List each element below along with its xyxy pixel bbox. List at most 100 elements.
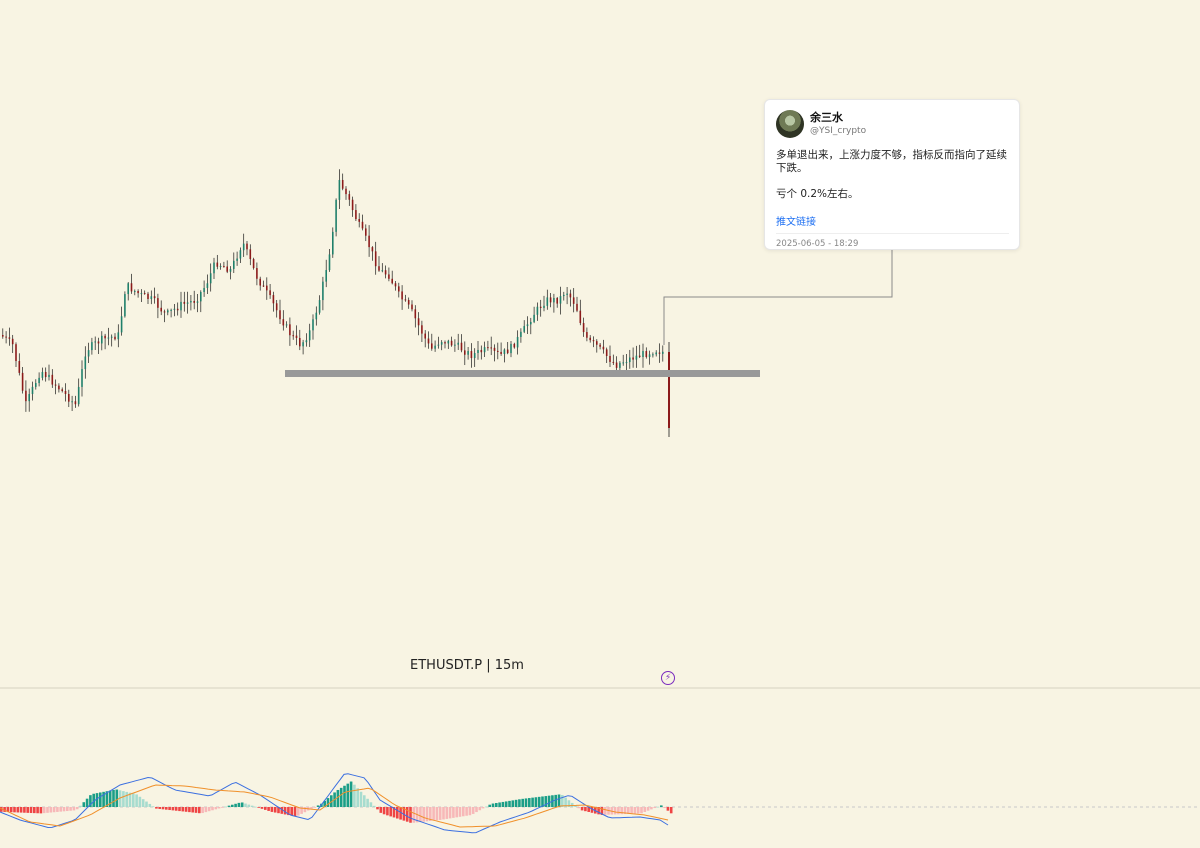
macd-bar [300, 807, 303, 814]
macd-bar [405, 807, 409, 822]
candle-body [203, 287, 205, 293]
candle-body [252, 259, 255, 269]
candle-body [398, 286, 400, 292]
candle-body [384, 270, 387, 275]
tweet-link[interactable]: 推文链接 [776, 217, 816, 228]
macd-bar [488, 804, 491, 807]
macd-bar [270, 807, 274, 812]
candle-body [437, 344, 440, 346]
candle-body [635, 355, 638, 360]
candle-body [147, 293, 149, 299]
macd-bar [425, 807, 429, 822]
macd-bar [122, 791, 125, 807]
candle-body [434, 345, 436, 349]
macd-bar [316, 805, 320, 807]
candle-body [470, 351, 473, 359]
macd-bar [617, 807, 620, 815]
candle-body [236, 258, 238, 261]
candle-body [25, 390, 27, 402]
macd-bar [508, 800, 511, 807]
candle-body [292, 335, 294, 337]
macd-bar [224, 806, 227, 808]
macd-bar [66, 807, 69, 812]
macd-bar [501, 801, 505, 807]
macd-bar [260, 807, 264, 809]
candle-body [559, 296, 562, 304]
macd-bar [636, 807, 640, 814]
macd-bar [419, 807, 422, 823]
macd-bar [349, 781, 353, 807]
candle-body [219, 265, 222, 267]
candle-body [282, 319, 285, 326]
candle-body [183, 301, 186, 304]
candle-body [110, 336, 113, 338]
macd-bar [346, 783, 350, 807]
candle-body [173, 308, 176, 310]
macd-bar [204, 807, 208, 813]
macd-bar [481, 807, 485, 809]
candle-body [351, 199, 354, 211]
macd-bar [531, 797, 534, 807]
macd-bar [386, 807, 389, 816]
candle-body [216, 262, 219, 267]
candle-body [365, 228, 367, 236]
candle-body [338, 179, 341, 200]
macd-bar [293, 807, 297, 817]
callout-connector [663, 250, 893, 345]
chart-title: ETHUSDT.P | 15m [410, 658, 524, 673]
macd-bar [372, 805, 376, 807]
macd-bar [49, 807, 53, 813]
candle-body [91, 342, 93, 351]
macd-bar [168, 807, 171, 811]
macd-bar [485, 806, 488, 808]
candle-body [5, 336, 7, 338]
bolt-icon[interactable]: ⚡ [661, 671, 675, 685]
candle-body [150, 296, 153, 299]
macd-bar [264, 807, 267, 810]
candle-body [266, 285, 268, 291]
candle-body [553, 297, 555, 303]
macd-bar [280, 807, 284, 814]
macd-bar [590, 807, 594, 813]
macd-bar [198, 807, 201, 814]
macd-bar [392, 807, 396, 818]
candle-body [87, 350, 90, 357]
candle-body [259, 278, 261, 286]
candle-body [68, 393, 70, 402]
macd-bar [643, 807, 647, 812]
candle-body [586, 332, 588, 338]
macd-bar [339, 787, 343, 807]
macd-bar [82, 802, 86, 807]
candle-body [619, 362, 621, 368]
macd-bar [495, 803, 498, 807]
macd-bar [214, 807, 218, 810]
macd-bar [524, 798, 528, 807]
candle-body [648, 354, 651, 358]
macd-bar [547, 795, 551, 807]
macd-bar [188, 807, 191, 813]
candle-body [332, 231, 334, 255]
macd-bar [537, 796, 541, 807]
macd-bar [627, 807, 630, 814]
macd-bar [409, 807, 412, 823]
candle-body [378, 266, 380, 271]
candle-body [196, 301, 199, 303]
candle-body [563, 294, 565, 297]
candle-body [322, 281, 324, 301]
macd-bar [557, 794, 561, 807]
macd-bar [600, 807, 604, 815]
macd-bar [471, 807, 475, 814]
candle-body [394, 283, 397, 287]
macd-bar [244, 803, 247, 807]
candle-body [223, 265, 225, 267]
macd-bar [118, 790, 122, 807]
candle-body [48, 374, 50, 378]
candle-body [450, 340, 453, 346]
candle-body [81, 369, 83, 387]
candle-body [536, 306, 539, 315]
candle-body [358, 219, 360, 222]
macd-bar [201, 807, 204, 814]
candle-body [38, 377, 40, 384]
macd-bar [448, 807, 452, 819]
